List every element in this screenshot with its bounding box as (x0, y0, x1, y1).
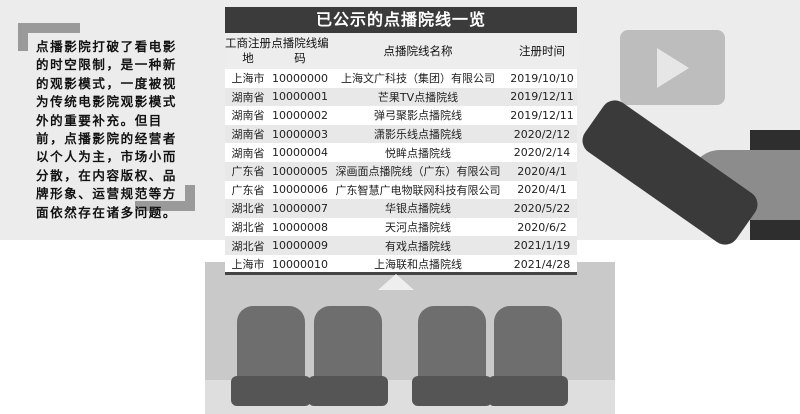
cell-region: 广东省 (231, 165, 265, 179)
screen-bottom-edge (225, 272, 577, 275)
cell-date: 2019/12/11 (510, 108, 574, 122)
table-row: 上海市 10000000 上海文广科技（集团）有限公司 2019/10/10 (225, 69, 577, 88)
table-row: 上海市 10000010 上海联和点播院线 2021/4/28 (225, 254, 577, 274)
cell-name: 悦眸点播院线 (385, 146, 451, 160)
cell-date: 2020/2/12 (513, 127, 571, 141)
cell-date: 2021/1/19 (513, 239, 571, 253)
cell-name: 芒果TV点播院线 (377, 90, 459, 104)
cell-date: 2020/2/14 (513, 146, 571, 160)
cell-date: 2020/4/1 (517, 183, 567, 197)
table-row: 湖南省 10000001 芒果TV点播院线 2019/12/11 (225, 87, 577, 107)
cell-code: 10000007 (272, 201, 328, 215)
cell-name: 上海文广科技（集团）有限公司 (341, 72, 495, 86)
cell-date: 2021/4/28 (513, 257, 571, 271)
cell-date: 2020/5/22 (513, 201, 571, 215)
cell-date: 2020/4/1 (517, 164, 567, 178)
quote-text: 点播影院打破了看电影的时空限制，是一种新的观影模式，一度被视为传统电影院观影模式… (36, 39, 178, 220)
cinema-seat-icon (231, 306, 311, 406)
cell-name: 华银点播院线 (385, 202, 451, 216)
quote-bracket-top (18, 23, 80, 33)
projector-beam (378, 274, 414, 290)
cell-region: 广东省 (231, 183, 265, 197)
cell-region: 湖南省 (231, 146, 265, 160)
table-row: 湖南省 10000003 潇影乐线点播院线 2020/2/12 (225, 124, 577, 144)
cell-code: 10000003 (272, 127, 328, 141)
cell-region: 湖北省 (231, 221, 265, 235)
header-code: 点播院线编码 (271, 36, 329, 65)
cell-region: 上海市 (231, 72, 265, 86)
table-title: 已公示的点播院线一览 (225, 7, 577, 33)
cell-code: 10000009 (272, 239, 328, 253)
cell-code: 10000000 (272, 71, 328, 85)
cell-name: 天河点播院线 (385, 221, 451, 235)
cell-code: 10000010 (272, 257, 328, 271)
cell-region: 湖南省 (231, 128, 265, 142)
cell-region: 湖北省 (231, 202, 265, 216)
cinema-seat-icon (488, 306, 568, 406)
cell-code: 10000004 (272, 146, 328, 160)
cell-name: 弹弓聚影点播院线 (374, 109, 462, 123)
cell-date: 2020/6/2 (517, 220, 567, 234)
header-name: 点播院线名称 (383, 44, 453, 58)
table-header: 工商注册地 点播院线编码 点播院线名称 注册时间 (225, 33, 577, 69)
cell-name: 广东智慧广电物联网科技有限公司 (335, 183, 501, 197)
table-row: 广东省 10000006 广东智慧广电物联网科技有限公司 2020/4/1 (225, 180, 577, 200)
cinema-seat-icon (412, 306, 492, 406)
cinema-screen-table: 已公示的点播院线一览 工商注册地 点播院线编码 点播院线名称 注册时间 上海市 1… (225, 7, 577, 274)
cell-code: 10000001 (272, 90, 328, 104)
cell-code: 10000005 (272, 164, 328, 178)
cell-region: 湖南省 (231, 109, 265, 123)
table-row: 广东省 10000005 深画面点播院线（广东）有限公司 2020/4/1 (225, 161, 577, 181)
table-row: 湖南省 10000002 弹弓聚影点播院线 2019/12/11 (225, 106, 577, 125)
cell-region: 湖南省 (231, 90, 265, 104)
cell-date: 2019/10/10 (510, 71, 574, 85)
cell-code: 10000002 (272, 108, 328, 122)
table-row: 湖南省 10000004 悦眸点播院线 2020/2/14 (225, 143, 577, 162)
cell-name: 潇影乐线点播院线 (374, 128, 462, 142)
cell-code: 10000008 (272, 220, 328, 234)
quote-bracket-bottom (185, 185, 195, 211)
table-row: 湖北省 10000008 天河点播院线 2020/6/2 (225, 217, 577, 237)
quote-bracket-bottom (135, 201, 195, 211)
table-row: 湖北省 10000009 有戏点播院线 2021/1/19 (225, 236, 577, 255)
cell-name: 深画面点播院线（广东）有限公司 (335, 165, 501, 179)
cinema-seat-icon (308, 306, 388, 406)
header-date: 注册时间 (519, 44, 565, 58)
table-body: 上海市 10000000 上海文广科技（集团）有限公司 2019/10/10 湖南省 10… (225, 69, 577, 274)
header-region: 工商注册地 (225, 36, 271, 65)
cell-region: 湖北省 (231, 239, 265, 253)
play-icon (657, 48, 689, 88)
cell-name: 有戏点播院线 (385, 239, 451, 253)
cell-region: 上海市 (231, 258, 265, 272)
table-row: 湖北省 10000007 华银点播院线 2020/5/22 (225, 199, 577, 218)
quote-bracket-top (18, 23, 28, 51)
cell-date: 2019/12/11 (510, 90, 574, 104)
cell-name: 上海联和点播院线 (374, 258, 462, 272)
cell-code: 10000006 (272, 183, 328, 197)
